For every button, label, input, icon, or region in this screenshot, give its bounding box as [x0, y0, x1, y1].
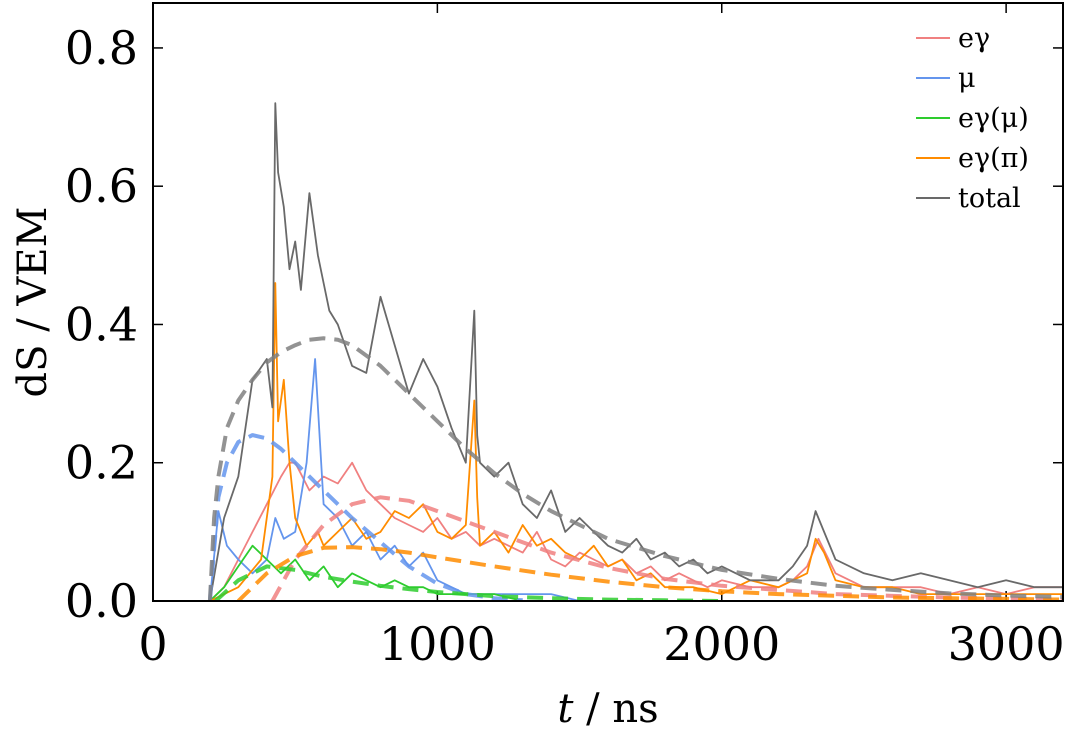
legend-label: total — [958, 183, 1021, 214]
legend: eγ μ eγ(μ) eγ(π) total — [916, 23, 1029, 214]
fit-curve — [207, 336, 1063, 601]
series-line-eγ(μ) — [209, 544, 1063, 601]
y-tick-label: 0.0 — [65, 574, 138, 628]
x-tick-label: 3000 — [948, 617, 1065, 671]
fit-curve — [207, 433, 523, 601]
fit-curve — [270, 495, 1063, 601]
x-tick-label: 1000 — [379, 617, 496, 671]
ticks-layer: 0 1000 2000 3000 0.0 0.2 0.4 0.6 0.8 — [65, 3, 1065, 671]
y-tick-label: 0.2 — [65, 436, 138, 490]
series-layer — [207, 102, 1063, 601]
x-axis-symbol: t — [557, 686, 574, 731]
y-tick-label: 0.4 — [65, 297, 138, 351]
series-line-eγ(π) — [209, 282, 1063, 601]
y-axis-label: dS / VEM — [10, 207, 56, 398]
series-line-total — [209, 102, 1063, 601]
legend-label: eγ — [958, 23, 990, 54]
x-tick-label: 0 — [138, 617, 167, 671]
x-axis-unit: / ns — [573, 686, 658, 731]
plot-frame — [152, 2, 1064, 602]
x-axis-label: t / ns — [557, 686, 658, 731]
y-axis-unit: / VEM — [10, 207, 56, 345]
series-line-μ — [209, 358, 1063, 601]
y-axis-symbol: dS — [10, 344, 56, 397]
legend-label: μ — [958, 63, 976, 94]
y-tick-label: 0.8 — [65, 21, 138, 75]
legend-label: eγ(μ) — [958, 103, 1029, 134]
x-tick-label: 2000 — [663, 617, 780, 671]
legend-label: eγ(π) — [958, 143, 1029, 174]
y-tick-label: 0.6 — [65, 159, 138, 213]
fit-curve — [236, 545, 1063, 601]
